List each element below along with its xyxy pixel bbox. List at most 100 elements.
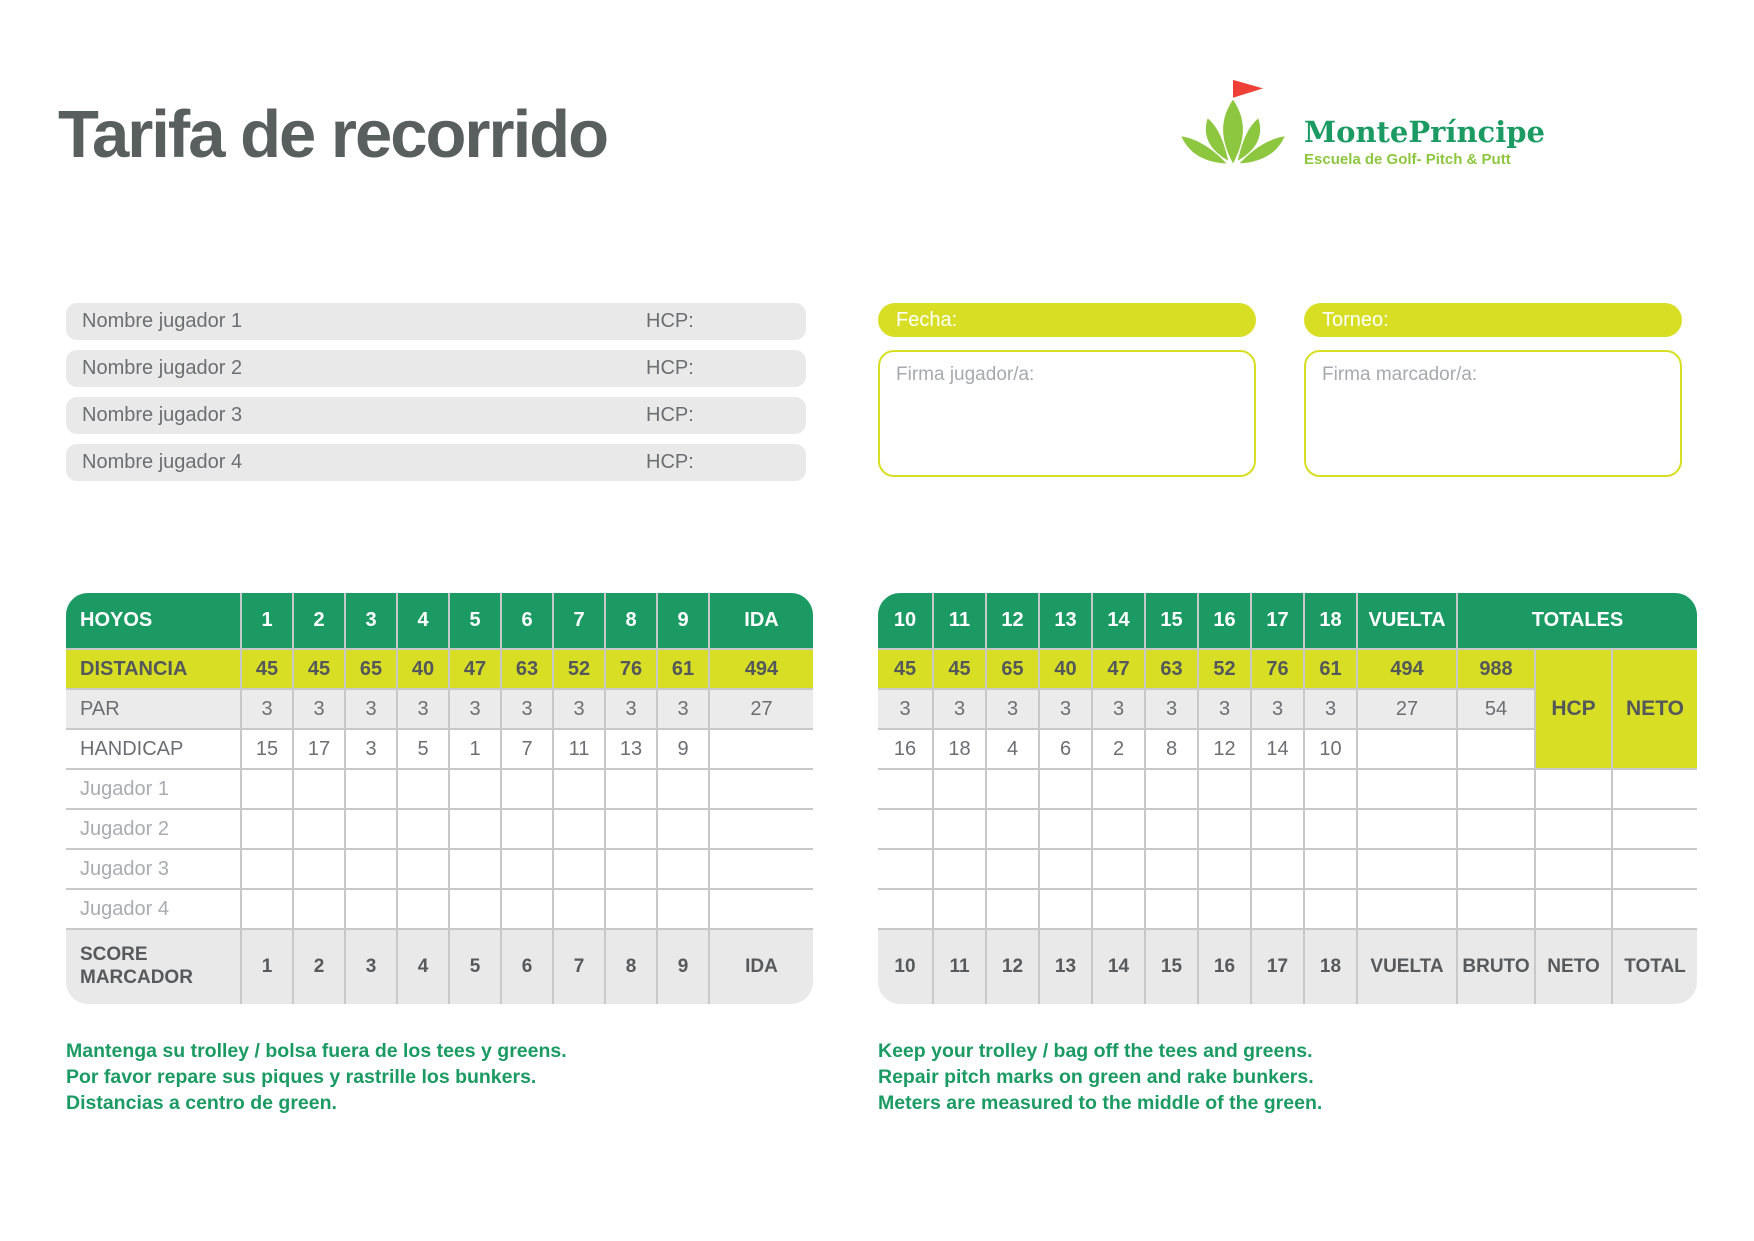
logo-name: MontePríncipe: [1304, 114, 1545, 149]
notes-spanish: Mantenga su trolley / bolsa fuera de los…: [66, 1038, 567, 1116]
score-entry-cell: [1197, 848, 1252, 890]
score-entry-cell: [448, 768, 502, 810]
score-entry-cell: [448, 808, 502, 850]
hoyos-label: HOYOS: [66, 593, 242, 650]
score-footer-total-cell: TOTAL: [1611, 928, 1697, 1004]
score-entry-cell: [344, 888, 398, 930]
note-line: Mantenga su trolley / bolsa fuera de los…: [66, 1040, 567, 1062]
back-player-row: [878, 888, 1697, 930]
logo-leaf-flag-icon: [1181, 79, 1285, 164]
notes-english: Keep your trolley / bag off the tees and…: [878, 1038, 1322, 1116]
distance-cell: 76: [604, 648, 658, 690]
distance-total-cell: 494: [708, 648, 813, 690]
score-entry-cell: [1534, 768, 1613, 810]
distance-cell: 40: [396, 648, 450, 690]
handicap-cell: 1: [448, 728, 502, 770]
distance-cell: 63: [500, 648, 554, 690]
distance-vuelta-cell: 494: [1356, 648, 1458, 690]
score-entry-cell: [656, 888, 710, 930]
score-footer-vuelta-cell: VUELTA: [1356, 928, 1458, 1004]
front-header-row: HOYOS 1 2 3 4 5 6 7 8 9 IDA: [66, 593, 813, 650]
score-entry-cell: [396, 808, 450, 850]
player-name-row: Nombre jugador 3 HCP:: [66, 397, 806, 434]
hcp-label: HCP:: [646, 357, 694, 379]
hole-header-cell: 14: [1091, 593, 1146, 650]
distance-cell: 65: [985, 648, 1040, 690]
score-entry-cell: [985, 888, 1040, 930]
note-line: Repair pitch marks on green and rake bun…: [878, 1066, 1314, 1088]
score-entry-cell: [292, 768, 346, 810]
score-entry-cell: [878, 848, 934, 890]
score-entry-cell: [1534, 888, 1613, 930]
jugador-label: Jugador 2: [66, 808, 242, 850]
score-entry-cell: [396, 768, 450, 810]
score-entry-cell: [240, 848, 294, 890]
handicap-cell: 3: [344, 728, 398, 770]
handicap-cell: 11: [552, 728, 606, 770]
distance-cell: 40: [1038, 648, 1093, 690]
par-cell: 3: [985, 688, 1040, 730]
front-player-row: Jugador 2: [66, 808, 813, 850]
score-footer-cell: 10: [878, 928, 934, 1004]
score-entry-cell: [1303, 888, 1358, 930]
par-cell: 3: [240, 688, 294, 730]
handicap-cell: 2: [1091, 728, 1146, 770]
distance-cell: 52: [552, 648, 606, 690]
score-entry-cell: [1611, 848, 1697, 890]
hole-header-cell: 1: [240, 593, 294, 650]
score-footer-cell: 15: [1144, 928, 1199, 1004]
hole-header-cell: 10: [878, 593, 934, 650]
handicap-label: HANDICAP: [66, 728, 242, 770]
score-entry-cell: [1303, 848, 1358, 890]
score-entry-cell: [396, 848, 450, 890]
score-entry-cell: [878, 768, 934, 810]
score-entry-cell: [932, 768, 987, 810]
hole-header-cell: 18: [1303, 593, 1358, 650]
score-entry-cell: [552, 808, 606, 850]
totales-header-cell: TOTALES: [1456, 593, 1697, 650]
torneo-header: Torneo:: [1304, 303, 1682, 337]
par-cell: 3: [552, 688, 606, 730]
player-name-label: Nombre jugador 2: [82, 357, 243, 379]
score-entry-cell: [932, 888, 987, 930]
score-entry-cell: [604, 888, 658, 930]
score-entry-cell: [1091, 848, 1146, 890]
flag-icon: [1233, 79, 1264, 98]
player-name-row: Nombre jugador 4 HCP:: [66, 444, 806, 481]
score-footer-cell: 3: [344, 928, 398, 1004]
handicap-cell: 12: [1197, 728, 1252, 770]
score-entry-cell: [985, 848, 1040, 890]
par-cell: 3: [1144, 688, 1199, 730]
front-score-row: SCORE MARCADOR 1 2 3 4 5 6 7 8 9 IDA: [66, 928, 813, 1004]
hcp-merged-cell: HCP: [1534, 648, 1613, 770]
score-entry-cell: [552, 888, 606, 930]
score-entry-cell: [1038, 768, 1093, 810]
par-cell: 3: [1197, 688, 1252, 730]
hole-header-cell: 6: [500, 593, 554, 650]
logo: MontePríncipe Escuela de Golf- Pitch & P…: [1172, 76, 1545, 172]
distance-cell: 45: [240, 648, 294, 690]
jugador-label: Jugador 3: [66, 848, 242, 890]
score-entry-cell: [1303, 768, 1358, 810]
score-entry-cell: [344, 808, 398, 850]
score-entry-cell: [985, 768, 1040, 810]
score-entry-cell: [1534, 848, 1613, 890]
hole-header-cell: 11: [932, 593, 987, 650]
handicap-bruto-cell: [1456, 728, 1536, 770]
vuelta-header-cell: VUELTA: [1356, 593, 1458, 650]
ida-header-cell: IDA: [708, 593, 813, 650]
score-entry-cell: [1611, 808, 1697, 850]
distancia-label: DISTANCIA: [66, 648, 242, 690]
handicap-cell: 18: [932, 728, 987, 770]
neto-merged-cell: NETO: [1611, 648, 1697, 770]
score-footer-cell: 1: [240, 928, 294, 1004]
handicap-total-cell: [708, 728, 813, 770]
score-entry-cell: [1091, 808, 1146, 850]
handicap-cell: 4: [985, 728, 1040, 770]
distance-cell: 63: [1144, 648, 1199, 690]
hcp-label: HCP:: [646, 451, 694, 473]
hole-header-cell: 4: [396, 593, 450, 650]
handicap-cell: 10: [1303, 728, 1358, 770]
handicap-cell: 6: [1038, 728, 1093, 770]
par-bruto-cell: 54: [1456, 688, 1536, 730]
